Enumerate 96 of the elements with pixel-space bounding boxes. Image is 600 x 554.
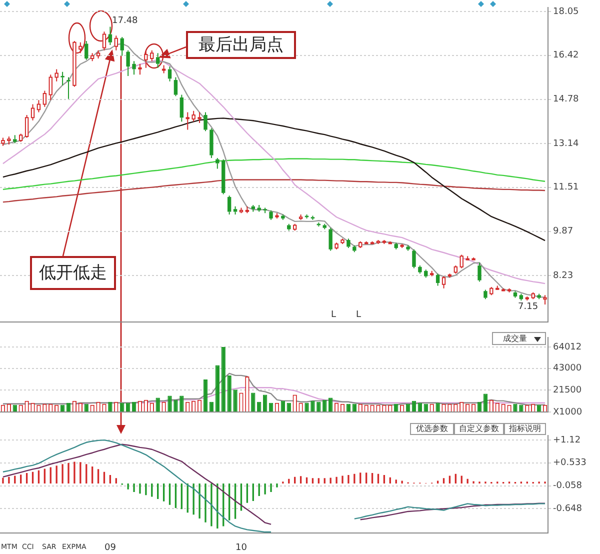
bar — [477, 402, 482, 412]
bar — [310, 400, 315, 412]
button: 优选参数 — [410, 423, 454, 435]
dropdown-field: 成交量 — [492, 332, 546, 345]
bar — [406, 404, 410, 412]
candlestick — [418, 265, 422, 274]
bar — [286, 402, 291, 412]
y-tick-label: 16.42 — [553, 50, 579, 61]
candlestick — [436, 273, 440, 286]
y-tick-label: 64012 — [553, 342, 582, 352]
bar — [233, 390, 238, 412]
y-tick-label: 9.87 — [553, 226, 574, 237]
candlestick — [216, 157, 220, 170]
candlestick — [227, 195, 232, 215]
bar — [483, 394, 488, 412]
bar — [221, 347, 226, 412]
bar — [424, 404, 428, 412]
candlestick — [60, 71, 64, 86]
bar — [304, 402, 309, 412]
bar — [215, 365, 220, 412]
candlestick — [108, 26, 112, 46]
bar — [209, 402, 214, 412]
bar — [108, 402, 112, 412]
candlestick — [168, 66, 172, 82]
candlestick — [352, 244, 356, 253]
candlestick — [257, 204, 261, 212]
bar — [251, 392, 256, 412]
y-tick-label: -0.058 — [553, 481, 582, 492]
bar — [84, 404, 88, 412]
x-tick-label: 10 — [236, 542, 248, 553]
bar — [280, 400, 286, 412]
candlestick — [132, 60, 136, 76]
candlestick — [13, 134, 17, 144]
candlestick — [84, 40, 88, 60]
candlestick — [222, 158, 226, 195]
button: 自定义参数 — [454, 423, 504, 435]
bar — [132, 402, 136, 412]
candlestick — [346, 238, 350, 249]
bar — [257, 402, 262, 412]
y-tick-label: 13.14 — [553, 138, 580, 149]
candlestick — [66, 76, 70, 100]
candlestick — [156, 52, 160, 68]
bar — [322, 400, 327, 412]
x-tick-label: 09 — [104, 542, 116, 553]
candlestick — [269, 210, 273, 220]
candlestick — [424, 269, 428, 278]
candlestick — [126, 50, 130, 76]
candlestick — [394, 242, 398, 250]
y-tick-label: 14.78 — [553, 94, 580, 105]
y-tick-label: +0.533 — [553, 458, 586, 468]
y-tick-label: 11.51 — [553, 182, 579, 193]
annotation: L — [356, 310, 362, 320]
bar — [328, 398, 333, 412]
bar — [316, 402, 321, 412]
candlestick — [519, 293, 524, 301]
y-tick-label: 8.23 — [553, 270, 574, 281]
bar — [268, 402, 274, 412]
bar — [174, 400, 178, 412]
y-tick-label: +1.12 — [553, 435, 581, 446]
y-tick-label: 21500 — [553, 386, 582, 396]
bar — [513, 404, 518, 412]
annotation: L — [331, 310, 336, 320]
bar — [412, 400, 416, 412]
candlestick — [263, 207, 267, 214]
bar — [203, 380, 208, 412]
bar — [126, 402, 130, 412]
candlestick — [281, 214, 285, 220]
candlestick — [287, 223, 291, 232]
bar — [436, 402, 440, 412]
candlestick — [513, 290, 518, 298]
annotation: 17.48 — [112, 16, 138, 26]
annotation: 低开低走 — [39, 262, 107, 282]
bar — [180, 396, 184, 412]
candlestick — [484, 289, 488, 300]
y-tick-label: X1000 — [553, 407, 582, 418]
candlestick — [204, 112, 208, 132]
candlestick — [120, 36, 124, 56]
y-tick-label: 18.05 — [553, 6, 579, 17]
bar — [66, 402, 71, 412]
candlestick — [310, 215, 315, 220]
bar — [168, 396, 172, 412]
bar — [352, 404, 356, 412]
annotation: 7.15 — [518, 302, 538, 312]
y-tick-label: 43000 — [553, 364, 582, 374]
bar — [156, 398, 160, 412]
y-tick-label: -0.648 — [553, 504, 582, 514]
bar — [346, 404, 351, 412]
bar — [262, 394, 268, 412]
button: 指标说明 — [504, 423, 546, 435]
bar — [227, 375, 232, 412]
candlestick — [233, 206, 238, 215]
annotation: 最后出局点 — [198, 34, 284, 54]
bar — [418, 402, 422, 412]
candlestick — [180, 94, 184, 122]
annotation: 成交量 — [503, 334, 527, 342]
bar — [394, 404, 398, 412]
